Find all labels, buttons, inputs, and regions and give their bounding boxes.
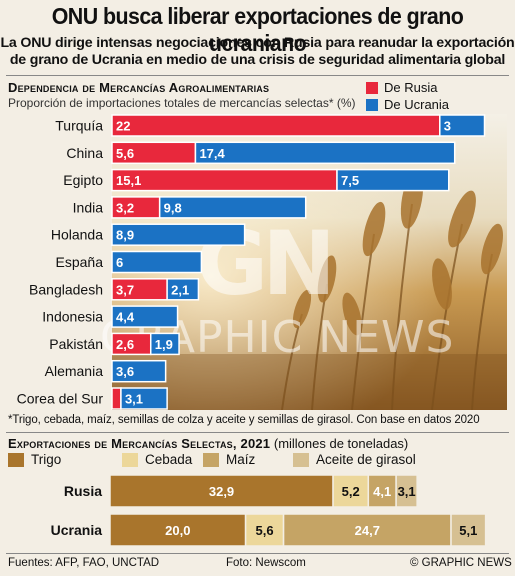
chart2-category-label: Rusia bbox=[64, 483, 102, 499]
chart1-value-ukraine: 7,5 bbox=[341, 173, 359, 188]
chart1-category-label: Corea del Sur bbox=[17, 391, 104, 407]
legend-cebada-label: Cebada bbox=[145, 452, 193, 467]
legend-trigo-label: Trigo bbox=[31, 452, 62, 467]
chart2-bar-aceite bbox=[450, 513, 487, 547]
subhead: La ONU dirige intensas negociaciones con… bbox=[0, 35, 515, 69]
divider-top bbox=[6, 75, 509, 76]
chart1-value-ukraine: 4,4 bbox=[116, 310, 135, 325]
legend-maiz-swatch bbox=[203, 452, 219, 467]
chart1-value-russia: 15,1 bbox=[116, 173, 141, 188]
chart1-category-label: Pakistán bbox=[49, 336, 103, 352]
chart1-value-ukraine: 2,1 bbox=[171, 282, 189, 297]
subhead-line-2: de grano de Ucrania en medio de una cris… bbox=[9, 52, 506, 68]
chart2-value-maiz: 24,7 bbox=[355, 523, 380, 538]
chart2-category-label: Ucrania bbox=[51, 522, 103, 538]
legend-aceite-swatch bbox=[293, 452, 309, 467]
headline: ONU busca liberar exportaciones de grano… bbox=[51, 3, 464, 56]
chart1-value-russia: 2,6 bbox=[116, 337, 134, 352]
chart1-bar-ukraine bbox=[111, 250, 203, 274]
chart1-category-label: España bbox=[56, 254, 104, 270]
legend-ukraine-swatch bbox=[366, 98, 378, 111]
legend-trigo-swatch bbox=[8, 452, 24, 467]
chart1-category-label: Bangladesh bbox=[29, 281, 103, 297]
legend-trigo: Trigo bbox=[8, 452, 61, 467]
chart1-value-ukraine: 3 bbox=[444, 119, 451, 134]
chart2-value-cebada: 5,2 bbox=[342, 484, 360, 499]
chart1-value-ukraine: 1,9 bbox=[155, 337, 173, 352]
chart1-bar-ukraine bbox=[149, 332, 180, 356]
chart1-bar-ukraine bbox=[336, 168, 450, 192]
subhead-line-1: La ONU dirige intensas negociaciones con… bbox=[0, 35, 515, 51]
chart1-value-ukraine: 8,9 bbox=[116, 228, 134, 243]
chart1-category-label: China bbox=[66, 145, 103, 161]
legend-russia-swatch bbox=[366, 81, 378, 94]
chart2-bar-aceite bbox=[395, 474, 418, 508]
chart1-bar-ukraine bbox=[111, 305, 179, 328]
chart2-value-cebada: 5,6 bbox=[256, 523, 274, 538]
chart1-bar-ukraine bbox=[111, 359, 167, 383]
legend-maiz: Maíz bbox=[203, 452, 255, 467]
chart1-value-russia: 5,6 bbox=[116, 146, 134, 161]
chart1-subtitle: Proporción de importaciones totales de m… bbox=[8, 96, 356, 110]
chart2-title-text: Exportaciones de Mercancías Selectas, 20… bbox=[8, 436, 271, 451]
chart1-value-russia: 3,7 bbox=[116, 282, 134, 297]
chart1-category-label: Holanda bbox=[51, 227, 103, 243]
chart1-value-russia: 22 bbox=[116, 119, 130, 134]
legend-aceite: Aceite de girasol bbox=[293, 452, 416, 467]
chart1-value-ukraine: 9,8 bbox=[164, 200, 182, 215]
chart2-bar-maiz bbox=[282, 513, 452, 547]
footer-sources: Fuentes: AFP, FAO, UNCTAD bbox=[8, 557, 160, 569]
chart2-value-aceite: 3,1 bbox=[398, 484, 416, 499]
chart1-value-ukraine: 3,1 bbox=[125, 392, 143, 407]
footer-photo-credit: Foto: Newscom bbox=[226, 557, 306, 569]
chart1-category-label: Turquía bbox=[55, 118, 103, 134]
chart1-category-label: Indonesia bbox=[42, 309, 103, 325]
legend-cebada-swatch bbox=[122, 452, 138, 467]
chart1-title: Dependencia de Mercancías Agroalimentari… bbox=[8, 80, 270, 95]
chart1-category-label: Egipto bbox=[63, 172, 103, 188]
chart1-bar-ukraine bbox=[111, 223, 246, 246]
chart1-category-label: India bbox=[73, 199, 104, 215]
legend-russia-label: De Rusia bbox=[384, 80, 438, 95]
divider-middle bbox=[6, 432, 509, 433]
legend-russia: De Rusia bbox=[366, 80, 437, 95]
chart2-title: Exportaciones de Mercancías Selectas, 20… bbox=[8, 436, 408, 451]
legend-ukraine: De Ucrania bbox=[366, 97, 449, 112]
chart1-bar-ukraine bbox=[439, 114, 486, 137]
chart1-value-ukraine: 17,4 bbox=[199, 146, 225, 161]
chart2-bar-trigo bbox=[109, 474, 334, 508]
legend-ukraine-label: De Ucrania bbox=[384, 97, 450, 112]
chart2-value-maiz: 4,1 bbox=[373, 484, 391, 499]
chart2-bar-maiz bbox=[367, 474, 397, 508]
chart2-value-aceite: 5,1 bbox=[459, 523, 477, 538]
chart1-value-russia: 3,2 bbox=[116, 200, 134, 215]
chart1-value-ukraine: 6 bbox=[116, 255, 123, 270]
chart2-value-trigo: 32,9 bbox=[209, 484, 234, 499]
chart2-unit: (millones de toneladas) bbox=[273, 436, 409, 451]
footer-copyright: © GRAPHIC NEWS bbox=[410, 557, 512, 569]
chart1-bar-ukraine bbox=[158, 196, 307, 219]
footnote: *Trigo, cebada, maíz, semillas de colza … bbox=[8, 414, 480, 426]
chart1-bar-ukraine bbox=[120, 387, 168, 410]
legend-cebada: Cebada bbox=[122, 452, 192, 467]
legend-aceite-label: Aceite de girasol bbox=[316, 452, 416, 467]
legend-maiz-label: Maíz bbox=[226, 452, 256, 467]
chart1-bar-ukraine bbox=[166, 278, 200, 301]
chart1-value-ukraine: 3,6 bbox=[116, 364, 134, 379]
chart1-bar-ukraine bbox=[194, 141, 456, 165]
chart2-value-trigo: 20,0 bbox=[165, 523, 190, 538]
chart1-category-label: Alemania bbox=[45, 363, 104, 379]
divider-bottom bbox=[6, 553, 509, 554]
